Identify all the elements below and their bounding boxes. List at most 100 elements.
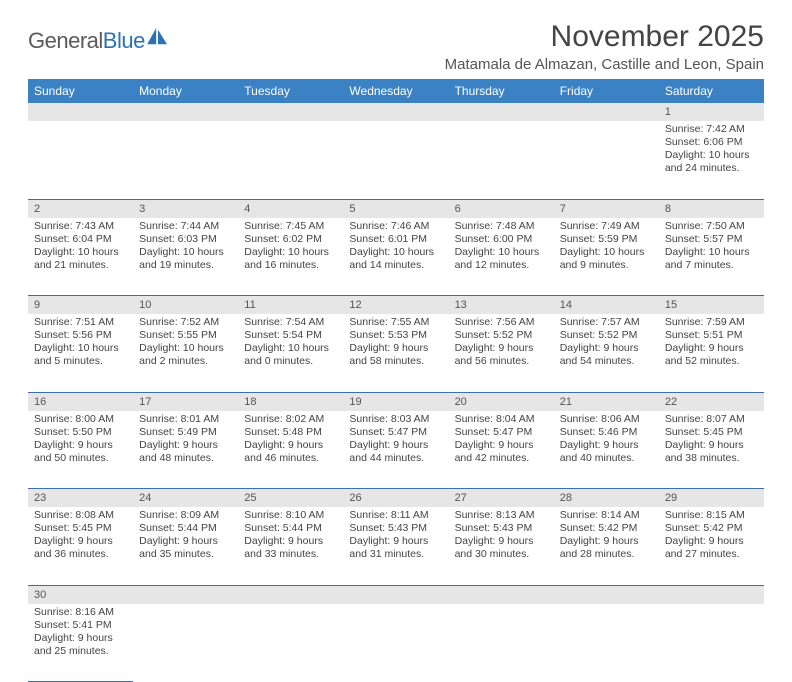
- day-line-d2: and 16 minutes.: [244, 259, 337, 272]
- day-line-sr: Sunrise: 7:54 AM: [244, 316, 337, 329]
- weekday-header: Monday: [133, 79, 238, 103]
- day-line-ss: Sunset: 5:46 PM: [560, 426, 653, 439]
- day-cell: [659, 604, 764, 682]
- day-cell: Sunrise: 7:52 AMSunset: 5:55 PMDaylight:…: [133, 314, 238, 392]
- day-line-sr: Sunrise: 7:56 AM: [455, 316, 548, 329]
- day-line-d2: and 50 minutes.: [34, 452, 127, 465]
- day-line-sr: Sunrise: 7:57 AM: [560, 316, 653, 329]
- day-line-ss: Sunset: 5:42 PM: [665, 522, 758, 535]
- day-cell: Sunrise: 7:42 AMSunset: 6:06 PMDaylight:…: [659, 121, 764, 199]
- day-line-d2: and 7 minutes.: [665, 259, 758, 272]
- day-line-d1: Daylight: 10 hours: [665, 246, 758, 259]
- day-line-d1: Daylight: 10 hours: [244, 246, 337, 259]
- day-line-d1: Daylight: 9 hours: [665, 342, 758, 355]
- day-line-sr: Sunrise: 8:02 AM: [244, 413, 337, 426]
- day-cell: [449, 604, 554, 682]
- day-line-d2: and 36 minutes.: [34, 548, 127, 561]
- day-cell: Sunrise: 8:16 AMSunset: 5:41 PMDaylight:…: [28, 604, 133, 682]
- day-line-sr: Sunrise: 7:46 AM: [349, 220, 442, 233]
- day-line-sr: Sunrise: 7:43 AM: [34, 220, 127, 233]
- day-number: 28: [554, 489, 659, 507]
- day-line-ss: Sunset: 5:47 PM: [455, 426, 548, 439]
- day-number: 6: [449, 200, 554, 218]
- weekday-header: Sunday: [28, 79, 133, 103]
- day-line-ss: Sunset: 5:43 PM: [455, 522, 548, 535]
- day-line-d1: Daylight: 9 hours: [560, 342, 653, 355]
- day-number: 26: [343, 489, 448, 507]
- day-line-ss: Sunset: 5:52 PM: [455, 329, 548, 342]
- day-number: 9: [28, 296, 133, 314]
- day-line-sr: Sunrise: 7:42 AM: [665, 123, 758, 136]
- day-number: 3: [133, 200, 238, 218]
- day-line-sr: Sunrise: 7:51 AM: [34, 316, 127, 329]
- day-cell: [133, 121, 238, 199]
- day-number: 12: [343, 296, 448, 314]
- day-cell: Sunrise: 8:03 AMSunset: 5:47 PMDaylight:…: [343, 411, 448, 489]
- day-cell: Sunrise: 8:08 AMSunset: 5:45 PMDaylight:…: [28, 507, 133, 585]
- day-line-ss: Sunset: 5:56 PM: [34, 329, 127, 342]
- day-cell: Sunrise: 7:43 AMSunset: 6:04 PMDaylight:…: [28, 218, 133, 296]
- day-cell: Sunrise: 8:15 AMSunset: 5:42 PMDaylight:…: [659, 507, 764, 585]
- day-line-sr: Sunrise: 7:49 AM: [560, 220, 653, 233]
- day-line-ss: Sunset: 5:44 PM: [139, 522, 232, 535]
- day-number: 18: [238, 393, 343, 411]
- day-number: [238, 103, 343, 121]
- day-number: 1: [659, 103, 764, 121]
- day-number: 13: [449, 296, 554, 314]
- day-line-ss: Sunset: 5:53 PM: [349, 329, 442, 342]
- day-line-ss: Sunset: 6:06 PM: [665, 136, 758, 149]
- day-cell: Sunrise: 8:02 AMSunset: 5:48 PMDaylight:…: [238, 411, 343, 489]
- day-number: [449, 586, 554, 604]
- day-line-d1: Daylight: 9 hours: [665, 439, 758, 452]
- day-line-d1: Daylight: 9 hours: [455, 439, 548, 452]
- day-number: [659, 586, 764, 604]
- day-line-d2: and 30 minutes.: [455, 548, 548, 561]
- day-number: 24: [133, 489, 238, 507]
- day-number: 27: [449, 489, 554, 507]
- day-line-d2: and 52 minutes.: [665, 355, 758, 368]
- day-cell: [133, 604, 238, 682]
- day-line-sr: Sunrise: 8:10 AM: [244, 509, 337, 522]
- day-line-d1: Daylight: 10 hours: [244, 342, 337, 355]
- day-line-d2: and 38 minutes.: [665, 452, 758, 465]
- day-cell: Sunrise: 7:55 AMSunset: 5:53 PMDaylight:…: [343, 314, 448, 392]
- calendar-table: SundayMondayTuesdayWednesdayThursdayFrid…: [28, 79, 764, 682]
- title-block: November 2025 Matamala de Almazan, Casti…: [445, 20, 764, 73]
- day-line-d1: Daylight: 9 hours: [139, 535, 232, 548]
- day-line-d2: and 14 minutes.: [349, 259, 442, 272]
- day-line-d1: Daylight: 9 hours: [560, 535, 653, 548]
- day-cell: Sunrise: 8:04 AMSunset: 5:47 PMDaylight:…: [449, 411, 554, 489]
- day-line-sr: Sunrise: 8:11 AM: [349, 509, 442, 522]
- day-line-ss: Sunset: 5:54 PM: [244, 329, 337, 342]
- day-line-sr: Sunrise: 8:06 AM: [560, 413, 653, 426]
- day-line-ss: Sunset: 6:01 PM: [349, 233, 442, 246]
- day-line-ss: Sunset: 5:55 PM: [139, 329, 232, 342]
- day-cell: Sunrise: 7:49 AMSunset: 5:59 PMDaylight:…: [554, 218, 659, 296]
- day-line-d2: and 56 minutes.: [455, 355, 548, 368]
- day-line-sr: Sunrise: 8:16 AM: [34, 606, 127, 619]
- day-cell: Sunrise: 8:13 AMSunset: 5:43 PMDaylight:…: [449, 507, 554, 585]
- logo-word1: General: [28, 28, 103, 53]
- day-line-d2: and 28 minutes.: [560, 548, 653, 561]
- day-line-d2: and 31 minutes.: [349, 548, 442, 561]
- day-number: [133, 103, 238, 121]
- month-title: November 2025: [445, 20, 764, 54]
- day-line-ss: Sunset: 6:04 PM: [34, 233, 127, 246]
- day-line-d1: Daylight: 10 hours: [139, 246, 232, 259]
- day-cell: [343, 604, 448, 682]
- day-line-ss: Sunset: 5:45 PM: [665, 426, 758, 439]
- day-line-d1: Daylight: 10 hours: [34, 246, 127, 259]
- day-cell: Sunrise: 7:57 AMSunset: 5:52 PMDaylight:…: [554, 314, 659, 392]
- day-line-d1: Daylight: 9 hours: [665, 535, 758, 548]
- day-line-d1: Daylight: 9 hours: [139, 439, 232, 452]
- day-line-ss: Sunset: 5:41 PM: [34, 619, 127, 632]
- day-line-sr: Sunrise: 8:09 AM: [139, 509, 232, 522]
- day-cell: Sunrise: 8:00 AMSunset: 5:50 PMDaylight:…: [28, 411, 133, 489]
- day-line-ss: Sunset: 5:43 PM: [349, 522, 442, 535]
- day-line-ss: Sunset: 5:50 PM: [34, 426, 127, 439]
- day-line-sr: Sunrise: 8:15 AM: [665, 509, 758, 522]
- day-number: 14: [554, 296, 659, 314]
- day-line-d1: Daylight: 9 hours: [349, 342, 442, 355]
- day-line-d2: and 33 minutes.: [244, 548, 337, 561]
- day-line-sr: Sunrise: 7:48 AM: [455, 220, 548, 233]
